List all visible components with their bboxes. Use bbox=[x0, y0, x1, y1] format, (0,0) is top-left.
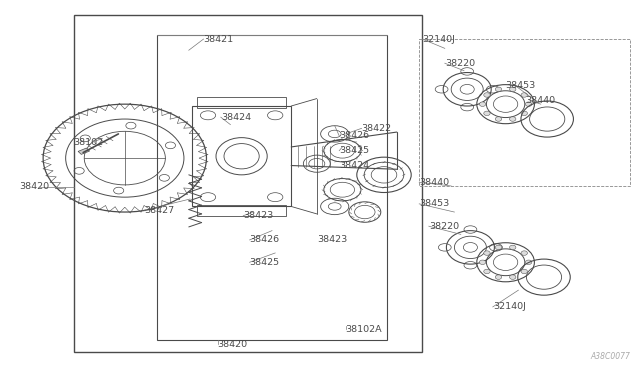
Ellipse shape bbox=[479, 260, 486, 264]
Ellipse shape bbox=[525, 102, 532, 106]
Polygon shape bbox=[78, 148, 90, 154]
Bar bbox=[157, 35, 387, 340]
Text: 38423: 38423 bbox=[317, 235, 347, 244]
Text: 38427: 38427 bbox=[144, 206, 174, 215]
Ellipse shape bbox=[495, 117, 502, 121]
Text: 38220: 38220 bbox=[445, 59, 475, 68]
Text: 38423: 38423 bbox=[243, 211, 273, 220]
Ellipse shape bbox=[521, 93, 527, 97]
Ellipse shape bbox=[484, 251, 490, 255]
Bar bbox=[197, 97, 286, 108]
Ellipse shape bbox=[484, 93, 490, 97]
Ellipse shape bbox=[521, 269, 527, 274]
Ellipse shape bbox=[509, 87, 516, 92]
Text: 38422: 38422 bbox=[362, 124, 392, 133]
Text: 38424: 38424 bbox=[339, 161, 369, 170]
Ellipse shape bbox=[509, 245, 516, 250]
Bar bbox=[74, 15, 422, 352]
Ellipse shape bbox=[495, 87, 502, 92]
Ellipse shape bbox=[525, 260, 532, 264]
Text: 38102A: 38102A bbox=[346, 325, 382, 334]
Text: 38420: 38420 bbox=[19, 182, 49, 191]
Text: 32140J: 32140J bbox=[493, 302, 525, 311]
Text: 38421: 38421 bbox=[204, 35, 234, 44]
Ellipse shape bbox=[509, 275, 516, 279]
Bar bbox=[197, 205, 286, 216]
Ellipse shape bbox=[484, 111, 490, 116]
Text: 38220: 38220 bbox=[429, 222, 459, 231]
Bar bbox=[192, 106, 291, 206]
Text: A38C0077: A38C0077 bbox=[591, 352, 630, 361]
Text: 38424: 38424 bbox=[221, 113, 251, 122]
Ellipse shape bbox=[484, 269, 490, 274]
Ellipse shape bbox=[521, 111, 527, 116]
Ellipse shape bbox=[479, 102, 486, 106]
Ellipse shape bbox=[509, 117, 516, 121]
Ellipse shape bbox=[521, 251, 527, 255]
Text: 32140J: 32140J bbox=[422, 35, 455, 44]
Ellipse shape bbox=[495, 245, 502, 250]
Text: 38440: 38440 bbox=[419, 178, 449, 187]
Text: 38425: 38425 bbox=[339, 146, 369, 155]
Text: 38453: 38453 bbox=[419, 199, 449, 208]
Text: 38453: 38453 bbox=[506, 81, 536, 90]
Text: 38102: 38102 bbox=[74, 138, 104, 147]
Text: 38425: 38425 bbox=[250, 258, 280, 267]
Text: 38426: 38426 bbox=[250, 235, 280, 244]
Text: 38420: 38420 bbox=[218, 340, 248, 349]
Text: 38440: 38440 bbox=[525, 96, 555, 105]
Text: 38426: 38426 bbox=[339, 131, 369, 140]
Ellipse shape bbox=[495, 275, 502, 279]
